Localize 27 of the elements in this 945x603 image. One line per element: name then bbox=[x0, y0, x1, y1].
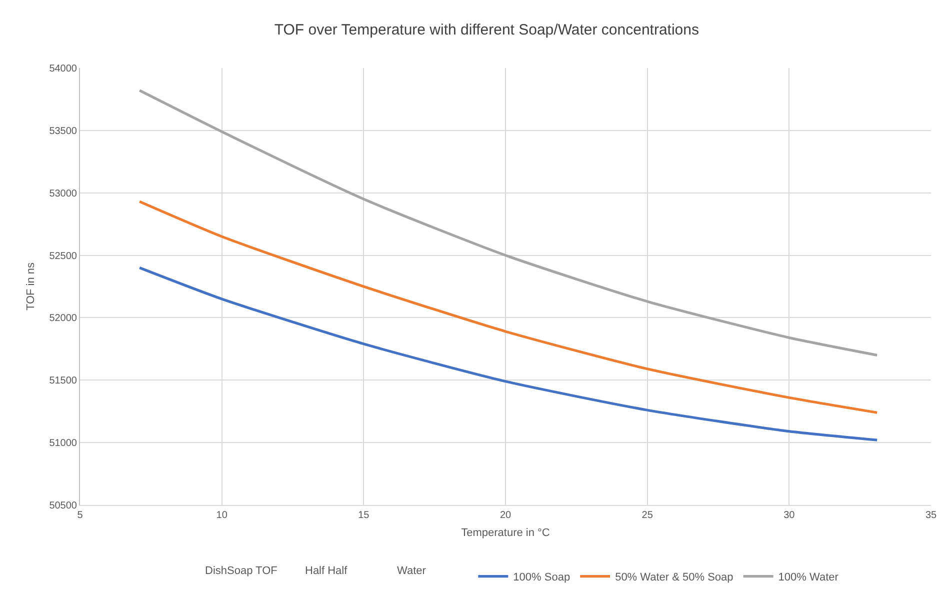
line-series bbox=[138, 266, 878, 442]
y-tick-label: 51000 bbox=[49, 438, 78, 450]
y-tick-label: 52000 bbox=[49, 313, 78, 324]
y-tick-label: 54000 bbox=[49, 64, 78, 74]
x-tick-label: 20 bbox=[500, 510, 512, 521]
legend-label: 100% Soap bbox=[513, 572, 570, 584]
y-axis-title: TOF in ns bbox=[24, 262, 37, 311]
text: Water bbox=[397, 565, 426, 577]
line-series bbox=[138, 200, 878, 414]
line-series bbox=[138, 89, 878, 356]
y-tick-label: 50500 bbox=[49, 500, 78, 512]
x-tick-label: 5 bbox=[77, 510, 84, 521]
y-tick-label: 52500 bbox=[49, 250, 78, 262]
legend-label: 50% Water & 50% Soap bbox=[615, 572, 734, 584]
text: DishSoap TOF bbox=[205, 565, 278, 577]
x-axis-title: Temperature in °C bbox=[461, 527, 550, 540]
x-tick-label: 10 bbox=[216, 510, 228, 521]
legend-label: 100% Water bbox=[778, 572, 839, 584]
x-tick-label: 15 bbox=[358, 510, 370, 521]
text: Half Half bbox=[305, 565, 348, 577]
y-tick-label: 53500 bbox=[49, 126, 78, 137]
x-tick-label: 25 bbox=[642, 510, 654, 521]
x-tick-label: 30 bbox=[784, 510, 796, 521]
y-tick-label: 51500 bbox=[49, 376, 78, 387]
chart-title: TOF over Temperature with different Soap/Water concentrations bbox=[274, 22, 700, 39]
x-tick-label: 35 bbox=[925, 510, 937, 521]
y-tick-label: 53000 bbox=[49, 188, 78, 200]
